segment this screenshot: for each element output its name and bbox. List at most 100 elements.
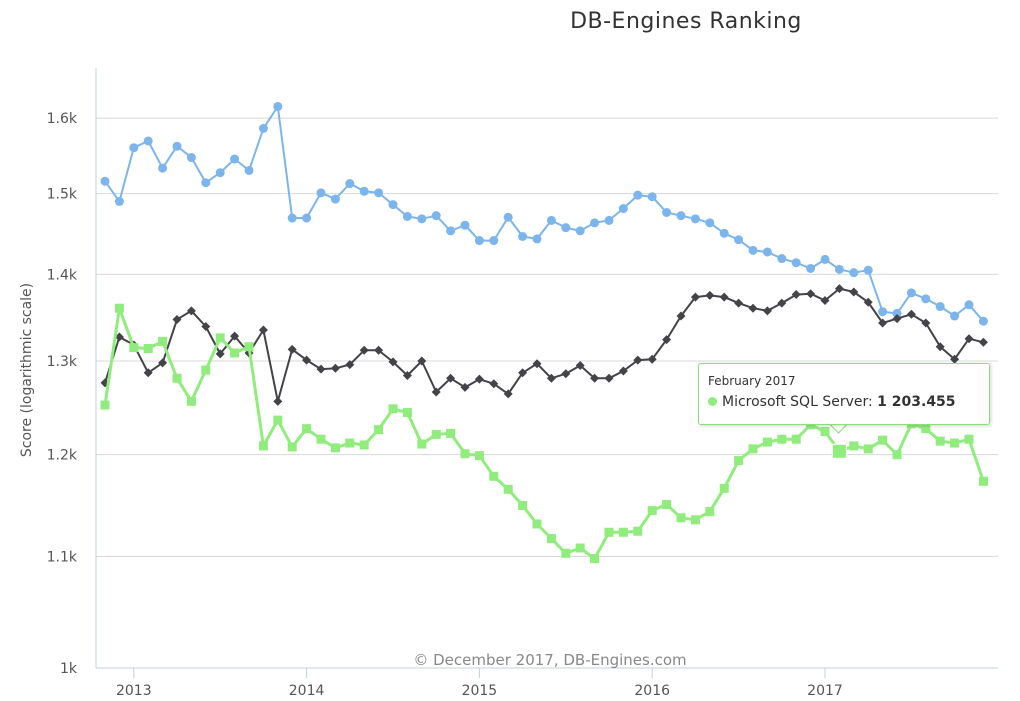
- data-point[interactable]: [921, 294, 931, 304]
- series-microsoft-sql-server[interactable]: [100, 303, 988, 564]
- data-point[interactable]: [186, 396, 196, 406]
- data-point[interactable]: [345, 179, 355, 189]
- data-point[interactable]: [777, 434, 787, 444]
- series-layer[interactable]: [100, 101, 988, 564]
- data-point[interactable]: [100, 176, 110, 186]
- data-point[interactable]: [748, 245, 758, 255]
- data-point[interactable]: [114, 196, 124, 206]
- data-point[interactable]: [158, 336, 168, 346]
- data-point[interactable]: [863, 444, 873, 454]
- data-point[interactable]: [302, 424, 312, 434]
- data-point[interactable]: [489, 236, 499, 246]
- data-point[interactable]: [143, 344, 153, 354]
- data-point[interactable]: [345, 438, 355, 448]
- data-point[interactable]: [503, 389, 513, 399]
- data-point[interactable]: [302, 213, 312, 223]
- data-point[interactable]: [575, 226, 585, 236]
- data-point[interactable]: [719, 228, 729, 238]
- data-point[interactable]: [460, 382, 470, 392]
- data-point[interactable]: [950, 311, 960, 321]
- data-point[interactable]: [287, 213, 297, 223]
- data-point[interactable]: [762, 437, 772, 447]
- data-point[interactable]: [258, 325, 268, 335]
- data-point[interactable]: [604, 373, 614, 383]
- data-point[interactable]: [863, 265, 873, 275]
- data-point[interactable]: [474, 236, 484, 246]
- data-point[interactable]: [777, 298, 787, 308]
- data-point[interactable]: [287, 344, 297, 354]
- data-point[interactable]: [374, 425, 384, 435]
- data-point[interactable]: [374, 188, 384, 198]
- data-point[interactable]: [417, 214, 427, 224]
- data-point[interactable]: [230, 331, 240, 341]
- data-point[interactable]: [935, 302, 945, 312]
- data-point[interactable]: [849, 287, 859, 297]
- data-point[interactable]: [719, 292, 729, 302]
- data-point[interactable]: [546, 373, 556, 383]
- data-point[interactable]: [287, 442, 297, 452]
- data-point[interactable]: [503, 212, 513, 222]
- data-point[interactable]: [258, 123, 268, 133]
- data-point[interactable]: [604, 215, 614, 225]
- data-point[interactable]: [892, 450, 902, 460]
- credits[interactable]: © December 2017, DB-Engines.com: [413, 651, 686, 669]
- data-point[interactable]: [273, 101, 283, 111]
- data-point[interactable]: [172, 373, 182, 383]
- data-point[interactable]: [762, 306, 772, 316]
- data-point[interactable]: [215, 333, 225, 343]
- data-point[interactable]: [935, 342, 945, 352]
- data-point[interactable]: [359, 186, 369, 196]
- data-point[interactable]: [633, 355, 643, 365]
- data-point[interactable]: [734, 235, 744, 245]
- data-point[interactable]: [964, 300, 974, 310]
- data-point[interactable]: [330, 194, 340, 204]
- data-point[interactable]: [878, 307, 888, 317]
- data-point[interactable]: [518, 232, 528, 242]
- data-point[interactable]: [532, 359, 542, 369]
- data-point[interactable]: [791, 258, 801, 268]
- data-point[interactable]: [186, 153, 196, 163]
- data-point[interactable]: [186, 306, 196, 316]
- data-point[interactable]: [676, 311, 686, 321]
- data-point[interactable]: [201, 365, 211, 375]
- data-point[interactable]: [431, 429, 441, 439]
- data-point[interactable]: [114, 332, 124, 342]
- data-point[interactable]: [489, 379, 499, 389]
- data-point[interactable]: [388, 200, 398, 210]
- data-point[interactable]: [489, 471, 499, 481]
- data-point[interactable]: [820, 296, 830, 306]
- data-point[interactable]: [964, 434, 974, 444]
- data-point[interactable]: [273, 396, 283, 406]
- data-point[interactable]: [806, 263, 816, 273]
- data-point[interactable]: [690, 214, 700, 224]
- data-point[interactable]: [878, 435, 888, 445]
- data-point[interactable]: [633, 190, 643, 200]
- series-line[interactable]: [104, 105, 985, 322]
- data-point[interactable]: [273, 415, 283, 425]
- data-point[interactable]: [532, 519, 542, 529]
- data-point[interactable]: [374, 345, 384, 355]
- data-point[interactable]: [978, 316, 988, 326]
- data-point[interactable]: [302, 355, 312, 365]
- data-point[interactable]: [402, 211, 412, 221]
- data-point[interactable]: [647, 354, 657, 364]
- data-point[interactable]: [921, 318, 931, 328]
- data-point[interactable]: [402, 371, 412, 381]
- data-point[interactable]: [662, 207, 672, 217]
- data-point[interactable]: [518, 500, 528, 510]
- data-point[interactable]: [114, 303, 124, 313]
- data-point[interactable]: [215, 168, 225, 178]
- data-point[interactable]: [978, 476, 988, 486]
- data-point[interactable]: [215, 349, 225, 359]
- data-point[interactable]: [431, 211, 441, 221]
- data-point[interactable]: [705, 507, 715, 517]
- data-point[interactable]: [330, 363, 340, 373]
- data-point[interactable]: [417, 356, 427, 366]
- data-point[interactable]: [921, 424, 931, 434]
- data-point[interactable]: [849, 441, 859, 451]
- data-point[interactable]: [575, 543, 585, 553]
- data-point[interactable]: [906, 309, 916, 319]
- data-point[interactable]: [158, 358, 168, 368]
- data-point[interactable]: [719, 483, 729, 493]
- data-point[interactable]: [172, 141, 182, 151]
